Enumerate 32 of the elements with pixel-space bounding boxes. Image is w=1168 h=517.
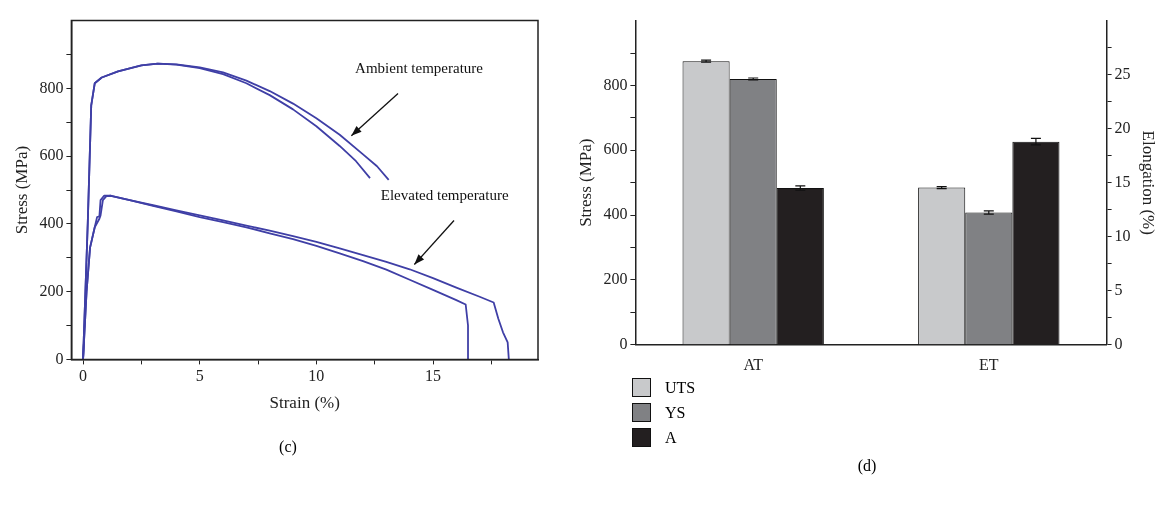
x-tick-label: 15 bbox=[425, 367, 442, 385]
y-tick-label: 400 bbox=[603, 205, 628, 223]
y2-tick-label: 25 bbox=[1114, 64, 1131, 82]
y-tick-label: 600 bbox=[603, 140, 628, 158]
y2-tick-label: 15 bbox=[1114, 172, 1131, 190]
x-axis-title: Strain (%) bbox=[269, 393, 340, 413]
annotation: Elevated temperature bbox=[380, 186, 509, 203]
legend-label: YS bbox=[665, 403, 686, 422]
y-axis-title: Stress (MPa) bbox=[575, 138, 595, 227]
y2-tick-label: 10 bbox=[1114, 226, 1131, 244]
annotation: Ambient temperature bbox=[355, 59, 484, 76]
text: (c) bbox=[278, 438, 298, 456]
y-tick-label: 600 bbox=[39, 146, 64, 164]
x-tick-label: ET bbox=[979, 355, 999, 373]
x-tick-label: 0 bbox=[79, 367, 88, 385]
y-tick-label: 0 bbox=[619, 335, 628, 352]
x-tick-label: AT bbox=[743, 355, 764, 373]
text: (d) bbox=[856, 457, 878, 475]
y-tick-label: 400 bbox=[39, 214, 64, 232]
y2-tick-label: 5 bbox=[1114, 280, 1123, 298]
y-axis-title: Stress (MPa) bbox=[11, 145, 31, 235]
y-tick-label: 800 bbox=[39, 78, 64, 96]
legend-label: UTS bbox=[665, 378, 696, 397]
y2-tick-label: 0 bbox=[1114, 335, 1123, 352]
x-tick-label: 10 bbox=[308, 367, 325, 385]
y-tick-label: 200 bbox=[39, 281, 64, 299]
legend-label: A bbox=[665, 428, 677, 447]
y2-axis-title: Elongation (%) bbox=[1139, 130, 1159, 235]
x-tick-label: 5 bbox=[195, 367, 204, 385]
y2-tick-label: 20 bbox=[1114, 118, 1131, 136]
y-tick-label: 800 bbox=[603, 75, 628, 93]
y-tick-label: 200 bbox=[603, 270, 628, 288]
